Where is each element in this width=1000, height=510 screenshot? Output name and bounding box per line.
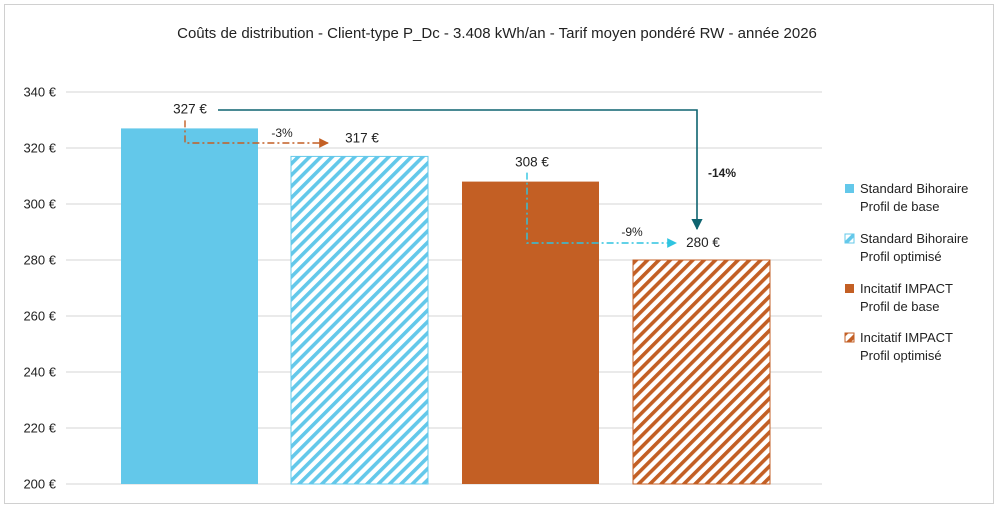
legend-label-4-line2: Profil optimisé	[860, 348, 942, 363]
value-label-2: 317 €	[345, 130, 379, 145]
legend-label-1-line2: Profil de base	[860, 199, 940, 214]
legend-label-4-line1: Incitatif IMPACT	[860, 330, 953, 345]
legend-swatch-4	[844, 332, 855, 343]
bar-2	[290, 155, 429, 485]
legend: Standard Bihoraire Profil de base Standard…	[844, 181, 968, 363]
y-tick-label: 320 €	[23, 141, 56, 156]
chart-title: Coûts de distribution - Client-type P_Dc…	[177, 25, 817, 42]
annotation-minus-3: -3%	[271, 126, 293, 140]
value-label-3: 308 €	[515, 155, 549, 170]
annotations: -3% -9% -14%	[184, 109, 736, 248]
legend-swatch-1	[845, 184, 854, 193]
y-tick-label: 300 €	[23, 197, 56, 212]
y-tick-label: 220 €	[23, 421, 56, 436]
bars	[121, 128, 771, 485]
bar-4	[632, 259, 771, 485]
legend-label-2-line1: Standard Bihoraire	[860, 231, 968, 246]
y-tick-label: 200 €	[23, 477, 56, 492]
y-tick-label: 340 €	[23, 85, 56, 100]
legend-swatch-2	[844, 233, 855, 244]
legend-label-2-line2: Profil optimisé	[860, 249, 942, 264]
annotation-minus-14: -14%	[708, 166, 736, 180]
y-tick-label: 260 €	[23, 309, 56, 324]
bar-1	[121, 128, 258, 484]
legend-label-1-line1: Standard Bihoraire	[860, 181, 968, 196]
y-axis-ticks: 200 € 220 € 240 € 260 € 280 € 300 € 320 € 340 €	[23, 85, 56, 492]
value-labels: 327 € 317 € 308 € 280 €	[173, 101, 720, 250]
legend-label-3-line1: Incitatif IMPACT	[860, 281, 953, 296]
bar-3	[462, 181, 599, 484]
y-tick-label: 280 €	[23, 253, 56, 268]
legend-swatch-3	[845, 284, 854, 293]
annotation-minus-9: -9%	[621, 225, 643, 239]
legend-label-3-line2: Profil de base	[860, 299, 940, 314]
arrow-minus-9	[526, 172, 677, 248]
value-label-1: 327 €	[173, 101, 207, 116]
value-label-4: 280 €	[686, 235, 720, 250]
y-tick-label: 240 €	[23, 365, 56, 380]
arrow-minus-14	[218, 109, 703, 231]
